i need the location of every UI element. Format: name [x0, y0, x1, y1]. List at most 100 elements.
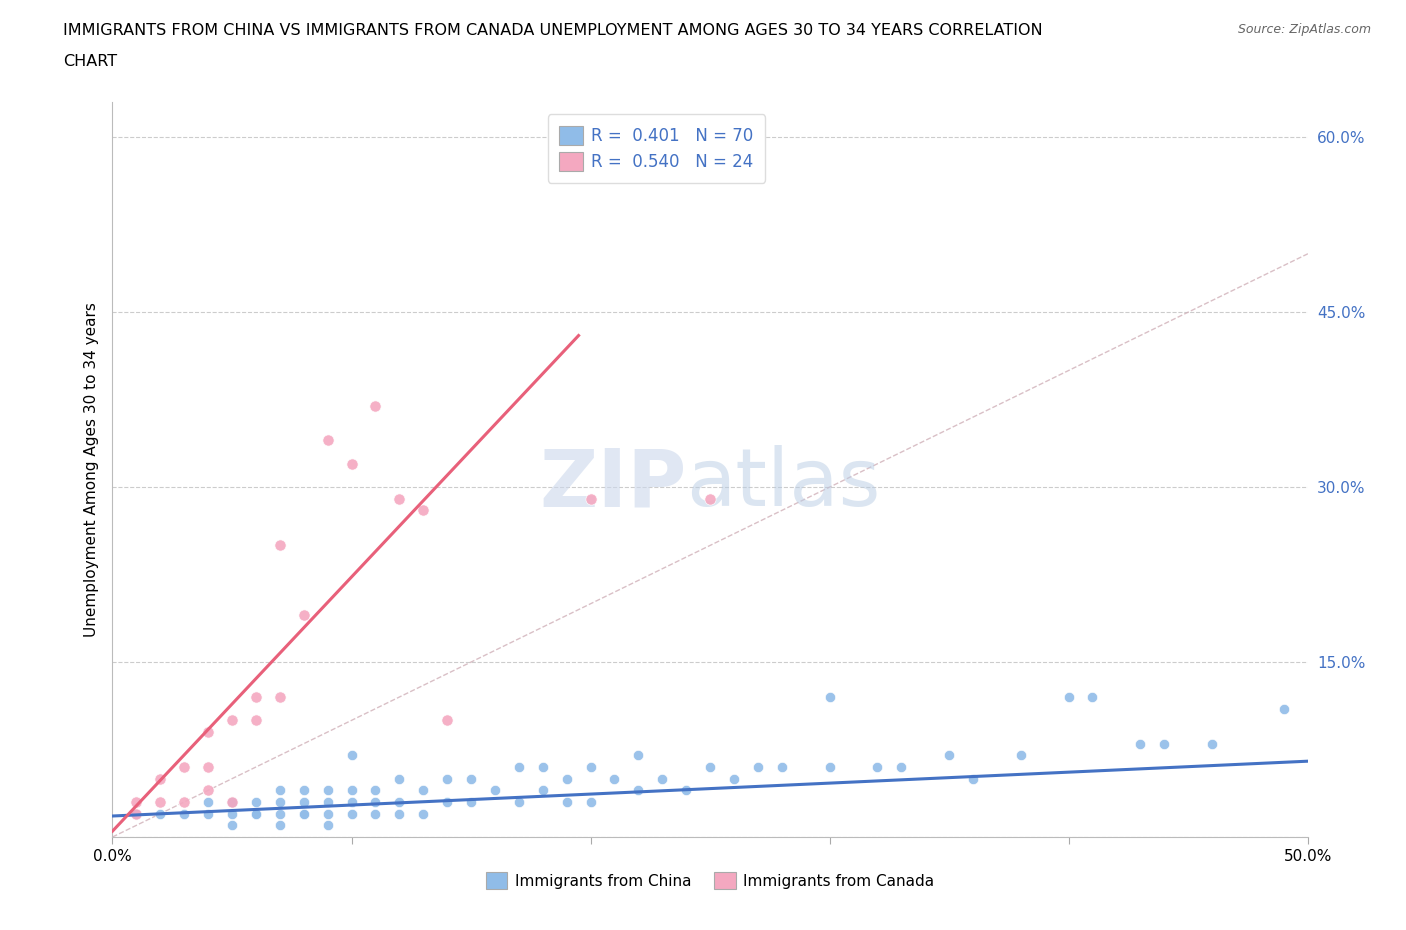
Point [340, 783, 363, 798]
Point [197, 760, 219, 775]
Point [245, 713, 267, 728]
Point [1010, 748, 1032, 763]
Point [292, 794, 315, 809]
Text: atlas: atlas [686, 445, 880, 524]
Point [364, 398, 387, 413]
Point [364, 806, 387, 821]
Point [316, 794, 339, 809]
Legend: Immigrants from China, Immigrants from Canada: Immigrants from China, Immigrants from C… [479, 866, 941, 896]
Point [603, 771, 626, 786]
Point [245, 794, 267, 809]
Point [890, 760, 912, 775]
Point [1081, 690, 1104, 705]
Point [292, 608, 315, 623]
Text: IMMIGRANTS FROM CHINA VS IMMIGRANTS FROM CANADA UNEMPLOYMENT AMONG AGES 30 TO 34: IMMIGRANTS FROM CHINA VS IMMIGRANTS FROM… [63, 23, 1043, 38]
Point [316, 433, 339, 448]
Point [555, 794, 578, 809]
Point [747, 760, 769, 775]
Point [340, 457, 363, 472]
Point [1272, 701, 1295, 716]
Point [484, 783, 506, 798]
Point [245, 690, 267, 705]
Point [125, 806, 148, 821]
Point [197, 794, 219, 809]
Point [1129, 737, 1152, 751]
Point [269, 783, 291, 798]
Point [699, 491, 721, 506]
Point [388, 491, 411, 506]
Point [221, 817, 243, 832]
Y-axis label: Unemployment Among Ages 30 to 34 years: Unemployment Among Ages 30 to 34 years [83, 302, 98, 637]
Point [818, 760, 841, 775]
Point [962, 771, 984, 786]
Point [292, 806, 315, 821]
Point [125, 806, 148, 821]
Point [627, 748, 650, 763]
Point [173, 760, 195, 775]
Point [555, 771, 578, 786]
Point [269, 794, 291, 809]
Point [269, 538, 291, 553]
Point [340, 806, 363, 821]
Point [245, 806, 267, 821]
Point [173, 806, 195, 821]
Point [531, 760, 554, 775]
Point [508, 794, 530, 809]
Point [125, 794, 148, 809]
Point [221, 794, 243, 809]
Point [316, 817, 339, 832]
Point [1201, 737, 1223, 751]
Point [436, 771, 458, 786]
Point [316, 783, 339, 798]
Point [1153, 737, 1175, 751]
Point [531, 783, 554, 798]
Point [675, 783, 697, 798]
Point [292, 806, 315, 821]
Point [412, 783, 434, 798]
Point [388, 794, 411, 809]
Point [436, 713, 458, 728]
Point [221, 794, 243, 809]
Point [460, 794, 482, 809]
Text: Source: ZipAtlas.com: Source: ZipAtlas.com [1237, 23, 1371, 36]
Point [269, 806, 291, 821]
Text: CHART: CHART [63, 54, 117, 69]
Point [197, 806, 219, 821]
Point [436, 794, 458, 809]
Point [316, 806, 339, 821]
Point [197, 724, 219, 739]
Point [221, 806, 243, 821]
Point [723, 771, 745, 786]
Point [412, 503, 434, 518]
Text: ZIP: ZIP [538, 445, 686, 524]
Point [173, 794, 195, 809]
Point [579, 491, 602, 506]
Point [364, 794, 387, 809]
Point [508, 760, 530, 775]
Point [269, 817, 291, 832]
Point [651, 771, 673, 786]
Point [149, 806, 172, 821]
Point [699, 760, 721, 775]
Point [197, 783, 219, 798]
Point [579, 794, 602, 809]
Point [938, 748, 960, 763]
Point [388, 806, 411, 821]
Point [388, 771, 411, 786]
Point [292, 783, 315, 798]
Point [340, 794, 363, 809]
Point [149, 771, 172, 786]
Point [412, 806, 434, 821]
Point [364, 783, 387, 798]
Point [818, 690, 841, 705]
Point [770, 760, 793, 775]
Point [149, 794, 172, 809]
Point [1057, 690, 1080, 705]
Point [269, 690, 291, 705]
Point [627, 783, 650, 798]
Point [340, 748, 363, 763]
Point [460, 771, 482, 786]
Point [579, 760, 602, 775]
Point [866, 760, 889, 775]
Point [245, 806, 267, 821]
